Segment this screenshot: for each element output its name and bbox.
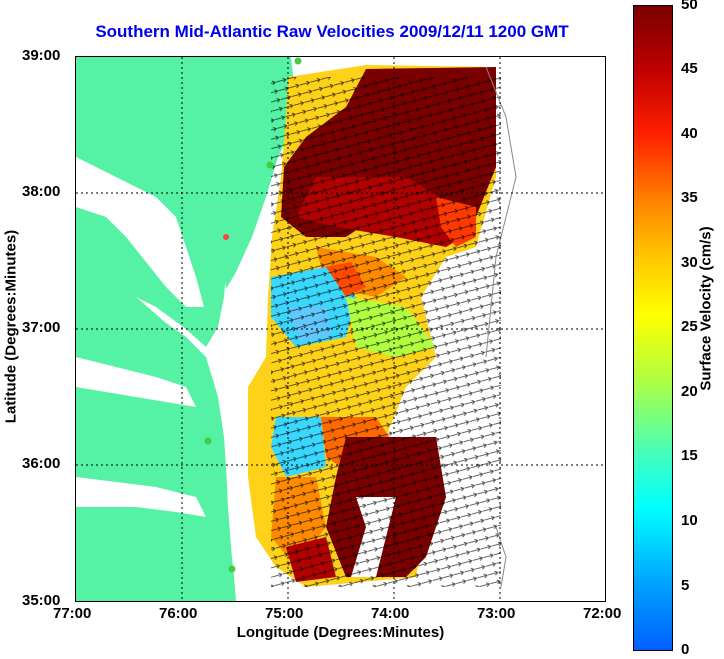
colorbar-tick: 10 (681, 512, 698, 529)
colorbar-tick: 20 (681, 383, 698, 400)
x-tick-label: 73:00 (477, 605, 516, 622)
station-marker (228, 565, 236, 573)
y-tick-label: 39:00 (22, 47, 61, 64)
colorbar-tick: 0 (681, 641, 690, 658)
x-tick-label: 75:00 (265, 605, 304, 622)
station-marker (266, 161, 274, 169)
velocity-field (248, 65, 501, 587)
x-tick-label: 72:00 (583, 605, 622, 622)
map-title: Southern Mid-Atlantic Raw Velocities 200… (95, 22, 569, 41)
station-marker (204, 437, 212, 445)
colorbar-tick: 25 (681, 318, 698, 335)
station-marker (294, 57, 302, 65)
x-tick-label: 74:00 (371, 605, 410, 622)
y-tick-label: 38:00 (22, 183, 61, 200)
y-tick-label: 35:00 (22, 592, 61, 609)
colorbar-tick: 50 (681, 0, 698, 13)
colorbar-tick: 45 (681, 60, 698, 77)
colorbar-tick: 35 (681, 189, 698, 206)
x-tick-label: 77:00 (53, 605, 92, 622)
colorbar-tick: 15 (681, 447, 698, 464)
y-tick-label: 36:00 (22, 455, 61, 472)
colorbar-tick: 40 (681, 125, 698, 142)
y-tick-label: 37:00 (22, 319, 61, 336)
colorbar-label: Surface Velocity (cm/s) (697, 226, 715, 391)
map-canvas (76, 57, 605, 601)
grid-lines (76, 57, 605, 601)
x-tick-label: 76:00 (159, 605, 198, 622)
colorbar-tick: 5 (681, 577, 690, 594)
colorbar (633, 5, 673, 651)
station-marker (223, 234, 229, 240)
colorbar-tick: 30 (681, 254, 698, 271)
map-plot-area[interactable] (75, 56, 606, 602)
x-axis-label: Longitude (Degrees:Minutes) (236, 624, 445, 641)
y-axis-label: Latitude (Degrees:Minutes) (2, 229, 20, 424)
